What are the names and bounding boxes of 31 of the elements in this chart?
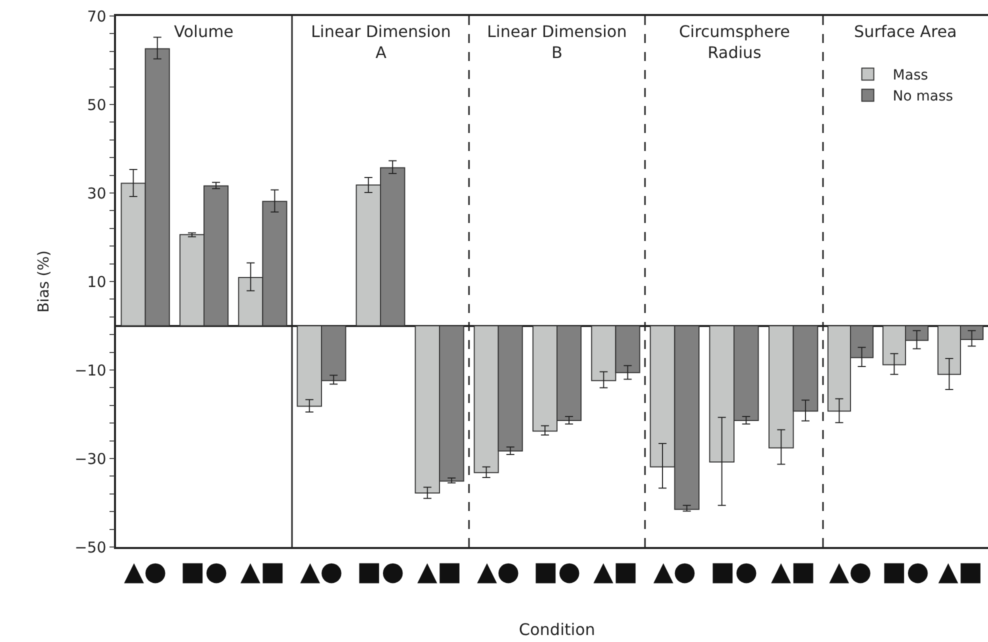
y-tick-label: 50 (87, 96, 106, 114)
y-tick-label: 30 (87, 184, 106, 202)
x-tick-label: ▲● (300, 556, 343, 587)
x-tick-label: ▲● (124, 556, 167, 587)
x-tick-label: ■● (882, 556, 930, 587)
legend-label: Mass (892, 68, 928, 84)
x-tick-label: ■● (356, 556, 404, 587)
legend-label: No mass (892, 88, 954, 105)
x-tick-label: ▲■ (240, 556, 285, 587)
y-tick-label: 70 (87, 7, 106, 26)
x-tick-label: ■● (533, 556, 581, 587)
x-tick-label: ▲● (829, 556, 872, 587)
text: Linear Dimension B (487, 22, 627, 62)
x-tick-label: ■● (710, 556, 758, 587)
x-tick-label: ▲■ (417, 556, 462, 587)
y-tick-label: 10 (87, 272, 106, 291)
x-tick-label: ▲● (476, 556, 520, 587)
text: Circumsphere Radius (679, 22, 790, 62)
text: Linear Dimension A (311, 22, 451, 62)
y-tick-label: −50 (74, 538, 106, 556)
x-axis-title: Condition (518, 620, 596, 640)
y-tick-label: −30 (74, 450, 106, 468)
x-tick-label: ▲● (653, 556, 696, 587)
y-tick-label: −10 (74, 361, 106, 380)
x-tick-label: ■● (180, 556, 228, 587)
y-axis-title: Bias (%) (34, 250, 52, 313)
chart-title: Volume (174, 22, 234, 41)
x-tick-label: ▲■ (593, 556, 638, 587)
x-tick-label: ▲■ (938, 556, 983, 587)
chart-title: Surface Area (854, 22, 957, 41)
x-tick-label: ▲■ (771, 556, 816, 587)
